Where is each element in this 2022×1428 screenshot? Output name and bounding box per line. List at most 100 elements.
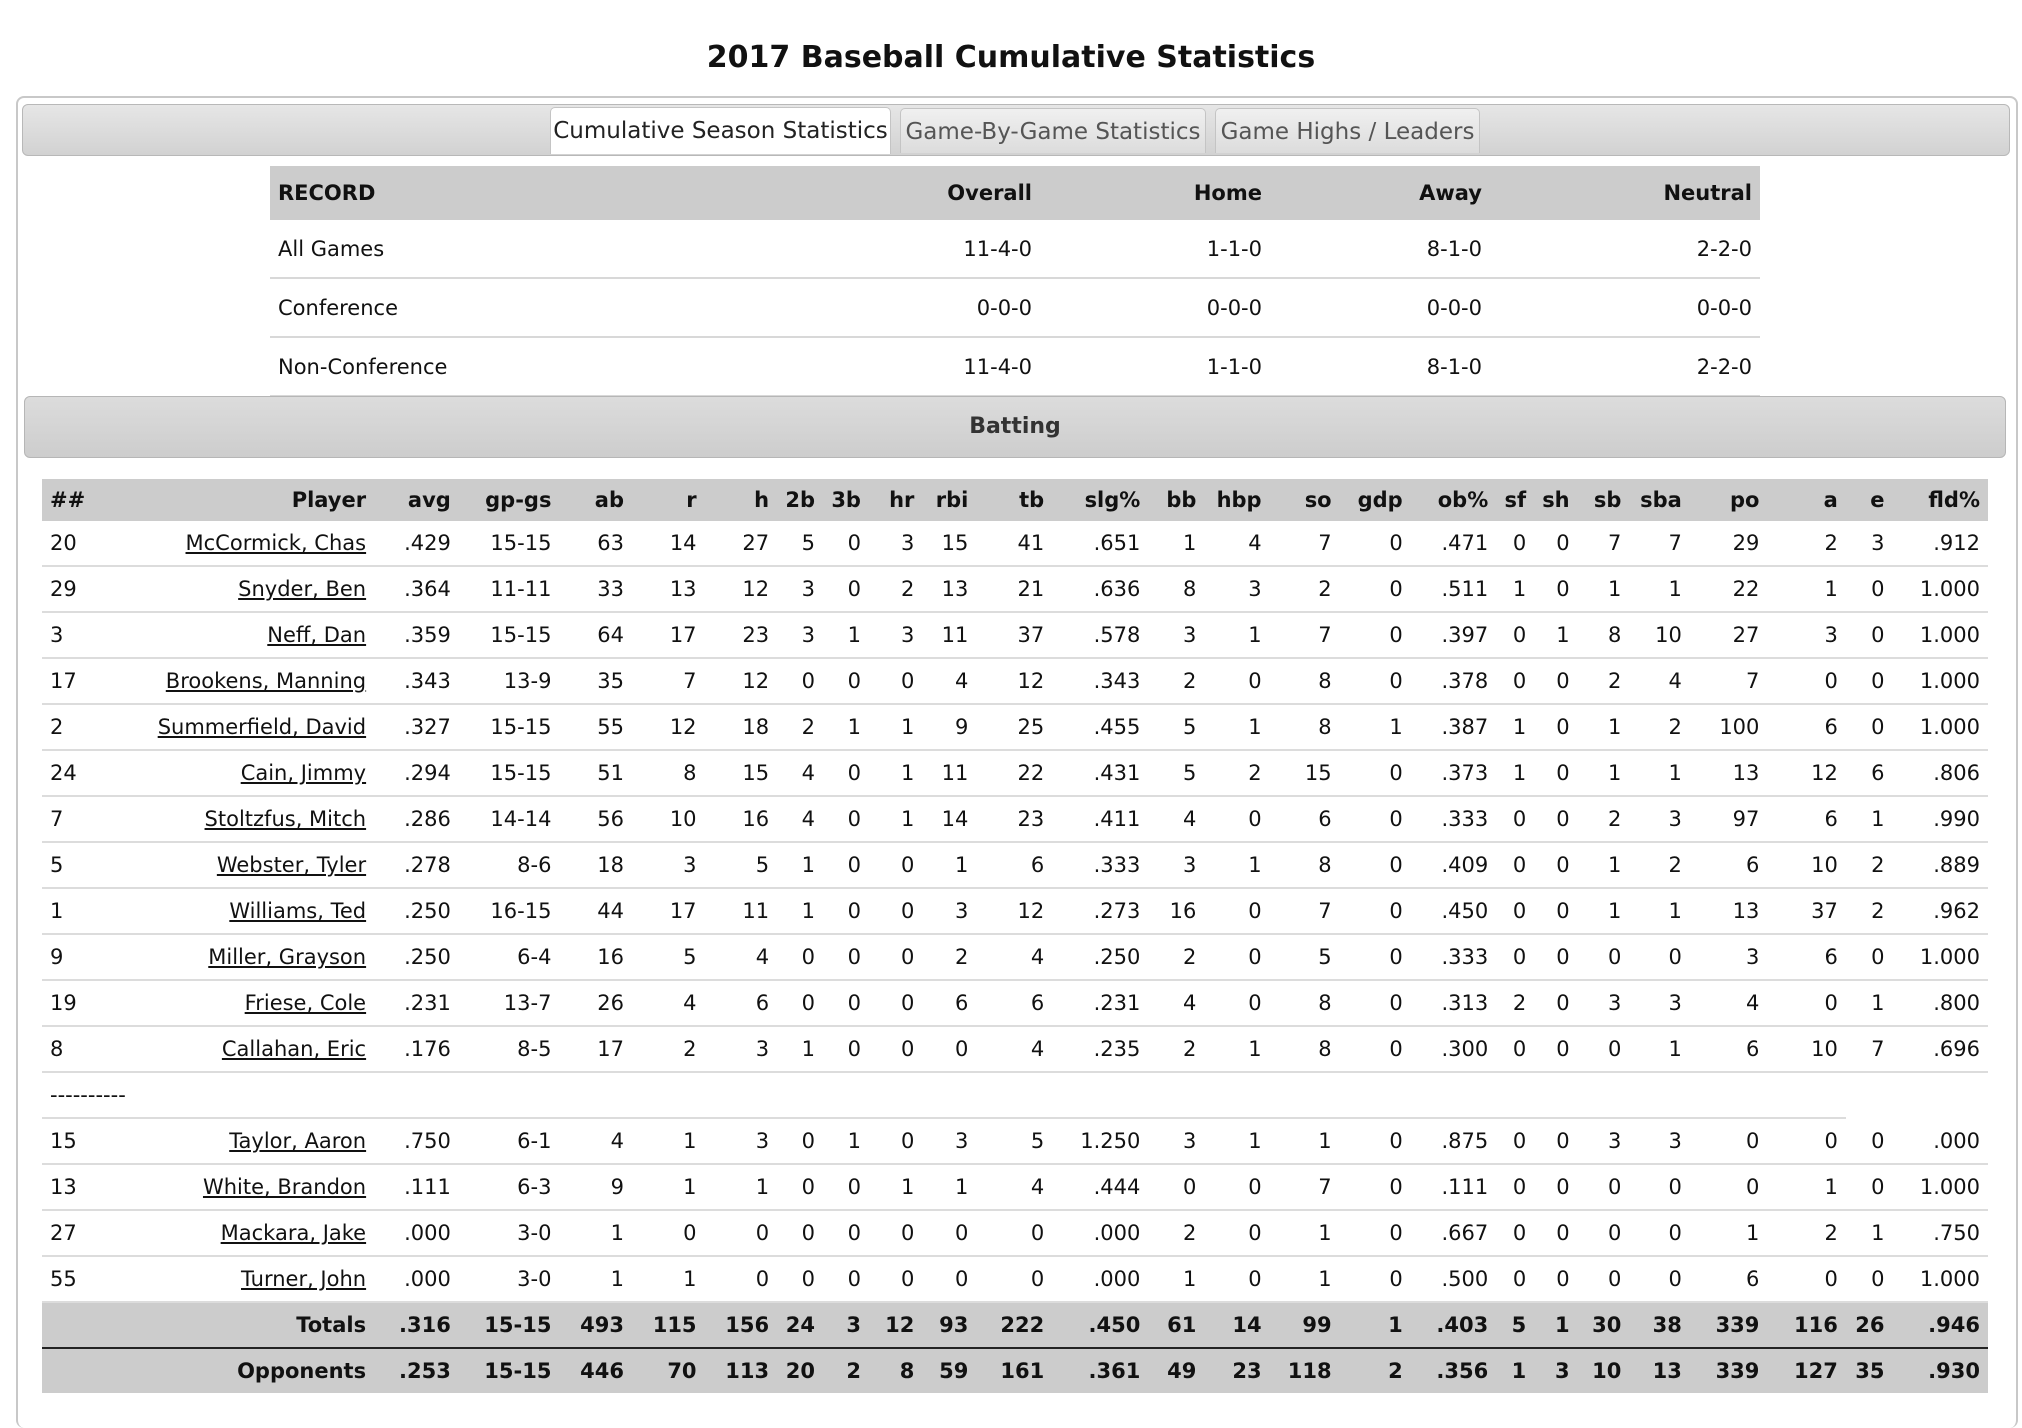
po-cell: 7 (1689, 658, 1768, 705)
rbi-cell: 6 (922, 980, 977, 1027)
r-header[interactable]: r (632, 479, 705, 521)
h-header[interactable]: h (704, 479, 778, 521)
po-header[interactable]: po (1689, 479, 1768, 521)
number-header[interactable]: ## (42, 479, 125, 521)
gp-gs-cell: 13-7 (458, 980, 560, 1027)
gdp-cell: 2 (1339, 1348, 1411, 1393)
2b-cell: 1 (777, 888, 824, 935)
r-cell: 5 (632, 934, 705, 981)
player-link[interactable]: White, Brandon (202, 1175, 367, 1199)
player-row: 2 Summerfield, David .327 15-15 55 12 18 2 1 1 9 25… (42, 704, 1988, 751)
avg-cell: .327 (374, 704, 459, 751)
tb-header[interactable]: tb (976, 479, 1053, 521)
player-link[interactable]: Snyder, Ben (238, 577, 367, 601)
r-cell: 1 (632, 1118, 705, 1165)
slg-header[interactable]: slg% (1052, 479, 1149, 521)
player-link[interactable]: Williams, Ted (229, 899, 367, 923)
sf-cell: 0 (1496, 842, 1535, 889)
tab-cumulative-season-statistics[interactable]: Cumulative Season Statistics (550, 107, 891, 154)
ob-cell: .471 (1410, 521, 1497, 567)
rbi-cell: 93 (922, 1302, 977, 1349)
sf-cell: 0 (1496, 796, 1535, 843)
gdp-cell: 0 (1339, 796, 1411, 843)
2b-cell: 0 (777, 1164, 824, 1211)
a-cell: 0 (1767, 1256, 1846, 1303)
player-row: 19 Friese, Cole .231 13-7 26 4 6 0 0 0 6 6.231 4 0 8 0.… (42, 980, 1988, 1027)
home-header: Home (1040, 166, 1270, 220)
po-cell: 6 (1689, 1256, 1768, 1303)
sh-cell: 0 (1534, 980, 1578, 1027)
2b-cell: 0 (777, 1118, 824, 1165)
r-cell: 0 (632, 1210, 705, 1257)
player-link[interactable]: Brookens, Manning (165, 669, 367, 693)
player-link[interactable]: Miller, Grayson (208, 945, 367, 969)
h-cell: 3 (704, 1118, 778, 1165)
number-cell: 3 (42, 612, 125, 659)
player-link[interactable]: Callahan, Eric (221, 1037, 367, 1061)
sba-cell: 1 (1629, 888, 1690, 935)
hbp-cell: 1 (1204, 1118, 1270, 1165)
bb-header[interactable]: bb (1148, 479, 1205, 521)
tab-game-highs-leaders[interactable]: Game Highs / Leaders (1215, 108, 1480, 153)
player-link[interactable]: Mackara, Jake (220, 1221, 367, 1245)
sh-cell: 3 (1534, 1348, 1578, 1393)
h-cell: 12 (704, 658, 778, 705)
gp-gs-header[interactable]: gp-gs (458, 479, 560, 521)
player-cell: Webster, Tyler (124, 842, 375, 889)
player-header[interactable]: Player (124, 479, 375, 521)
3b-header[interactable]: 3b (823, 479, 869, 521)
sf-cell: 0 (1496, 658, 1535, 705)
sf-header[interactable]: sf (1496, 479, 1535, 521)
gp-gs-cell: 16-15 (458, 888, 560, 935)
batting-table: ## Player avg gp-gs ab r h 2b 3b hr rbi tb slg% bb hbp… (42, 479, 1988, 1393)
avg-cell: .278 (374, 842, 459, 889)
3b-cell: 0 (823, 1256, 869, 1303)
player-link[interactable]: Taylor, Aaron (229, 1129, 367, 1153)
hr-header[interactable]: hr (868, 479, 923, 521)
hbp-cell: 1 (1204, 612, 1270, 659)
player-link[interactable]: Turner, John (241, 1267, 367, 1291)
tb-cell: 25 (976, 704, 1053, 751)
sh-header[interactable]: sh (1534, 479, 1578, 521)
slg-cell: .333 (1052, 842, 1149, 889)
gp-gs-cell: 6-3 (458, 1164, 560, 1211)
player-link[interactable]: Stoltzfus, Mitch (204, 807, 367, 831)
hr-cell: 0 (868, 842, 923, 889)
r-cell: 14 (632, 521, 705, 567)
e-header[interactable]: e (1845, 479, 1893, 521)
a-header[interactable]: a (1767, 479, 1846, 521)
player-link[interactable]: Summerfield, David (157, 715, 367, 739)
player-link[interactable]: Cain, Jimmy (240, 761, 367, 785)
gp-gs-cell: 8-5 (458, 1026, 560, 1073)
player-link[interactable]: McCormick, Chas (185, 531, 367, 555)
tab-game-by-game-statistics[interactable]: Game-By-Game Statistics (900, 108, 1206, 153)
po-cell: 1 (1689, 1210, 1768, 1257)
2b-header[interactable]: 2b (777, 479, 824, 521)
rbi-header[interactable]: rbi (922, 479, 977, 521)
fld-header[interactable]: fld% (1892, 479, 1988, 521)
opponents-row: Opponents .253 15-15 446 70 113 20 2 8 59 161.361 4… (42, 1348, 1988, 1393)
ab-header[interactable]: ab (559, 479, 632, 521)
ob-header[interactable]: ob% (1410, 479, 1497, 521)
2b-cell: 0 (777, 1210, 824, 1257)
player-row: 17 Brookens, Manning .343 13-9 35 7 12 0 0 0 4 12.3… (42, 658, 1988, 705)
player-link[interactable]: Friese, Cole (244, 991, 367, 1015)
sba-header[interactable]: sba (1629, 479, 1690, 521)
2b-cell: 4 (777, 796, 824, 843)
record-row: Non-Conference 11-4-0 1-1-0 8-1-0 2-2-0 (270, 337, 1760, 397)
a-cell: 12 (1767, 750, 1846, 797)
player-link[interactable]: Webster, Tyler (216, 853, 367, 877)
number-cell: 1 (42, 888, 125, 935)
gdp-header[interactable]: gdp (1339, 479, 1411, 521)
a-cell: 0 (1767, 1118, 1846, 1165)
player-link[interactable]: Neff, Dan (267, 623, 367, 647)
hbp-header[interactable]: hbp (1204, 479, 1270, 521)
hr-cell: 0 (868, 1118, 923, 1165)
number-cell: 7 (42, 796, 125, 843)
hr-cell: 3 (868, 612, 923, 659)
sb-header[interactable]: sb (1577, 479, 1630, 521)
so-cell: 8 (1269, 658, 1340, 705)
avg-header[interactable]: avg (374, 479, 459, 521)
player-cell: Miller, Grayson (124, 934, 375, 981)
so-header[interactable]: so (1269, 479, 1340, 521)
